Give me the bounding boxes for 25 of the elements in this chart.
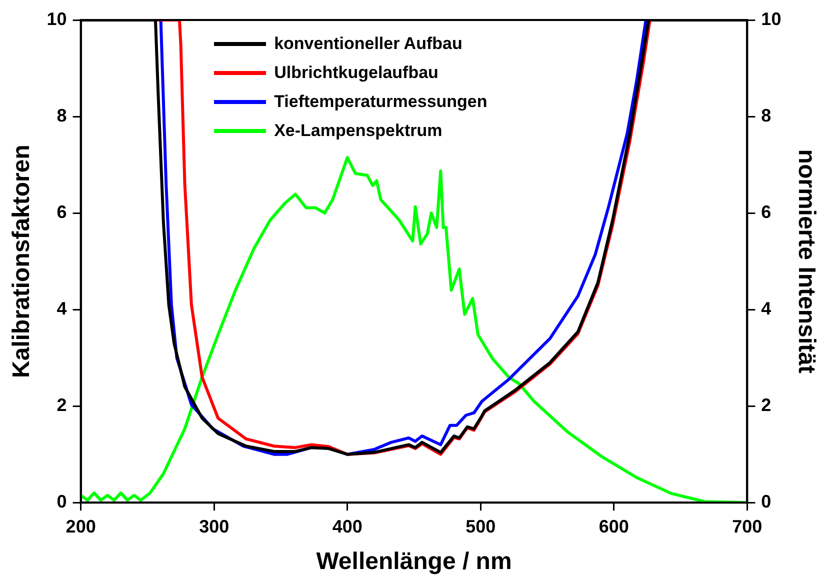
x-tick-label: 300 bbox=[199, 516, 230, 536]
legend-label: Tieftemperaturmessungen bbox=[274, 92, 488, 112]
x-tick-label: 200 bbox=[66, 516, 96, 536]
y2-tick-label: 0 bbox=[761, 492, 772, 512]
y2-tick-label: 4 bbox=[761, 298, 772, 319]
y-tick-label: 6 bbox=[56, 202, 67, 222]
x-tick-label: 400 bbox=[332, 516, 362, 536]
legend-label: Ulbrichtkugelaufbau bbox=[274, 63, 438, 84]
legend-label: konventioneller Aufbau bbox=[274, 34, 462, 54]
y-tick-label: 2 bbox=[56, 395, 67, 416]
y2-tick-label: 8 bbox=[761, 105, 772, 126]
y2-tick-label: 2 bbox=[761, 395, 772, 416]
x-tick-label: 500 bbox=[466, 516, 496, 536]
legend-label: Xe-Lampenspektrum bbox=[274, 121, 442, 142]
x-tick-label: 700 bbox=[732, 516, 762, 536]
y-tick-label: 4 bbox=[56, 298, 67, 319]
x-axis-title: Wellenlänge / nm bbox=[316, 548, 512, 576]
x-tick-label: 600 bbox=[598, 516, 629, 536]
y-tick-label: 10 bbox=[46, 8, 67, 29]
y-axis-title: Kalibrationsfaktoren bbox=[8, 144, 36, 378]
y-tick-label: 0 bbox=[56, 492, 67, 512]
y-tick-label: 8 bbox=[56, 105, 67, 126]
y2-tick-label: 6 bbox=[761, 202, 772, 222]
y2-tick-label: 10 bbox=[761, 8, 782, 29]
y2-axis-title: normierte Intensität bbox=[792, 149, 820, 374]
